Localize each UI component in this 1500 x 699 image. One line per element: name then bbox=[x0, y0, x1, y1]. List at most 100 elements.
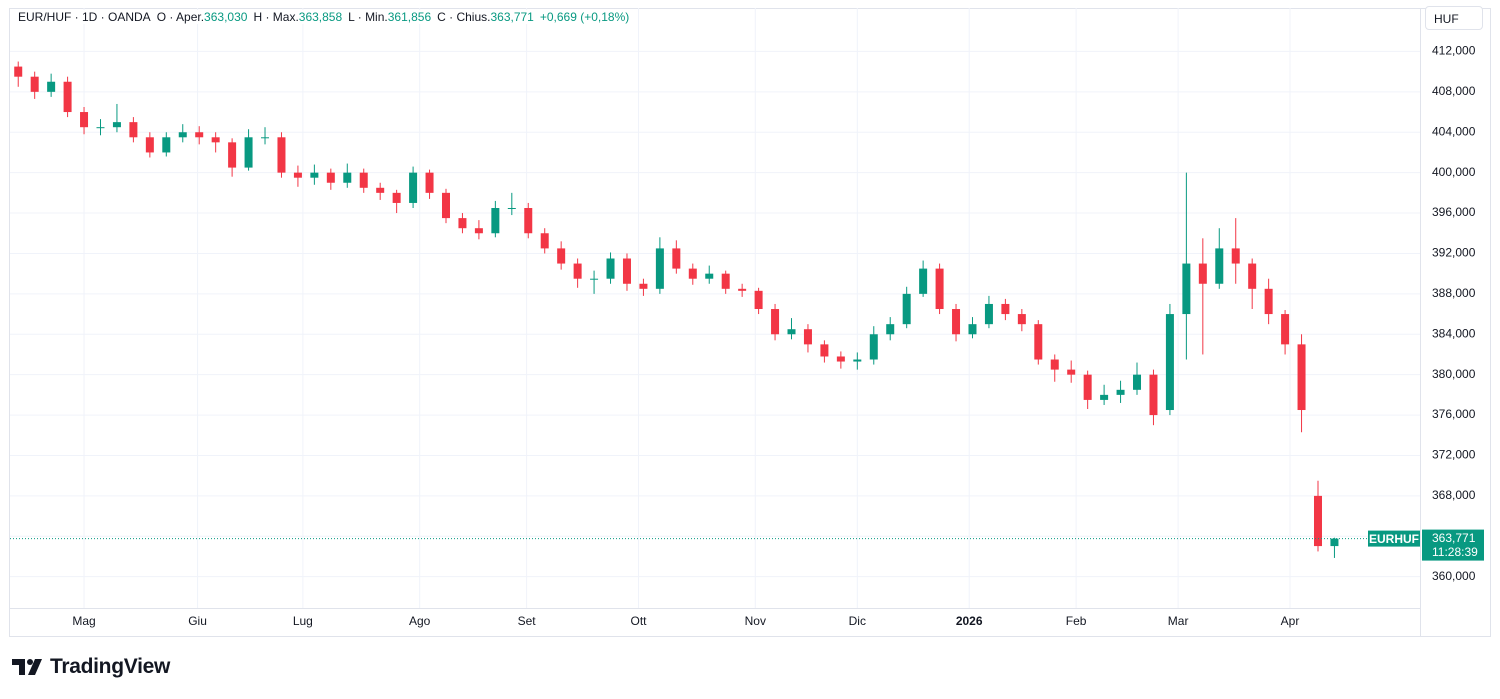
y-tick-label: 384,000 bbox=[1432, 326, 1476, 340]
candle-body bbox=[1231, 248, 1240, 264]
candle-body bbox=[409, 172, 418, 203]
candle-body bbox=[622, 258, 631, 284]
candle-body bbox=[803, 329, 812, 345]
x-tick-label: Giu bbox=[188, 614, 207, 628]
candle-body bbox=[392, 192, 401, 203]
x-tick-label: Ott bbox=[630, 614, 647, 628]
candle-body bbox=[63, 81, 72, 113]
candle-body bbox=[886, 324, 895, 335]
candle-body bbox=[902, 293, 911, 325]
candle-body bbox=[606, 258, 615, 279]
candle-body bbox=[984, 303, 993, 325]
x-tick-label: Dic bbox=[849, 614, 866, 628]
candle-body bbox=[30, 76, 39, 92]
x-tick-label: Nov bbox=[745, 614, 766, 628]
chart-frame bbox=[9, 8, 1491, 637]
price-tag-value: 363,771 bbox=[1432, 531, 1476, 545]
price-tag-symbol-bg bbox=[1368, 530, 1420, 547]
candle-body bbox=[376, 187, 385, 193]
candle-body bbox=[1182, 263, 1191, 315]
candle-body bbox=[1133, 374, 1142, 390]
candle-body bbox=[293, 172, 302, 178]
y-tick-label: 380,000 bbox=[1432, 367, 1476, 381]
candle-body bbox=[359, 172, 368, 188]
low-label: L · Min. bbox=[348, 10, 388, 24]
candle-body bbox=[1330, 538, 1339, 547]
low-value: 361,856 bbox=[387, 10, 432, 24]
y-tick-label: 412,000 bbox=[1432, 44, 1476, 58]
high-label: H · Max. bbox=[253, 10, 299, 24]
y-tick-label: 372,000 bbox=[1432, 448, 1476, 462]
candle-body bbox=[96, 127, 105, 129]
candle-body bbox=[507, 208, 516, 209]
candle-body bbox=[672, 248, 681, 269]
candle-body bbox=[1149, 374, 1158, 416]
candle-body bbox=[458, 218, 467, 229]
candle-body bbox=[836, 356, 845, 362]
candle-body bbox=[474, 228, 483, 234]
candle-body bbox=[1165, 314, 1174, 411]
candle-body bbox=[211, 137, 220, 143]
candle-body bbox=[1264, 288, 1273, 315]
x-tick-label: Mag bbox=[72, 614, 95, 628]
candle-body bbox=[952, 309, 961, 335]
x-tick-label: Ago bbox=[409, 614, 431, 628]
candle-body bbox=[869, 334, 878, 360]
candle-body bbox=[491, 208, 500, 234]
candle-body bbox=[738, 288, 747, 291]
candle-body bbox=[935, 268, 944, 310]
candle-body bbox=[820, 344, 829, 357]
candle-body bbox=[1281, 314, 1290, 345]
candle-body bbox=[310, 172, 319, 178]
candle-body bbox=[590, 278, 599, 280]
open-label: O · Aper. bbox=[156, 10, 205, 24]
y-tick-label: 376,000 bbox=[1432, 407, 1476, 421]
close-value: 363,771 bbox=[490, 10, 534, 24]
candle-body bbox=[1248, 263, 1257, 289]
candle-body bbox=[557, 248, 566, 264]
x-tick-label: Lug bbox=[293, 614, 313, 628]
candle-body bbox=[540, 233, 549, 249]
candle-body bbox=[853, 359, 862, 362]
y-tick-label: 396,000 bbox=[1432, 205, 1476, 219]
candle-body bbox=[1034, 324, 1043, 360]
candle-body bbox=[1297, 344, 1306, 411]
legend: EUR/HUF · 1D · OANDA O · Aper. 363,030 H … bbox=[18, 10, 630, 24]
candle-body bbox=[968, 324, 977, 335]
candle-body bbox=[14, 66, 23, 77]
candle-body bbox=[1050, 359, 1059, 370]
candle-body bbox=[655, 248, 664, 289]
candle-body bbox=[47, 81, 56, 92]
candle-body bbox=[639, 283, 648, 289]
brand: TradingView bbox=[50, 655, 171, 678]
candle-body bbox=[425, 172, 434, 193]
x-tick-label: Feb bbox=[1066, 614, 1087, 628]
candle-body bbox=[1198, 263, 1207, 284]
candle-body bbox=[1017, 314, 1026, 325]
x-tick-label: Apr bbox=[1281, 614, 1300, 628]
candle-body bbox=[721, 273, 730, 289]
candle-body bbox=[145, 137, 154, 153]
x-tick-label: 2026 bbox=[956, 614, 983, 628]
price-tag-bg bbox=[1422, 529, 1484, 561]
candle-body bbox=[754, 290, 763, 310]
candle-body bbox=[162, 137, 171, 153]
candle-body bbox=[1215, 248, 1224, 284]
candle-body bbox=[1116, 389, 1125, 395]
candle-body bbox=[261, 137, 270, 139]
candle-body bbox=[343, 172, 352, 183]
brand-logo bbox=[12, 659, 42, 675]
candle-body bbox=[228, 142, 237, 168]
candle-body bbox=[573, 263, 582, 279]
change: +0,669 (+0,18%) bbox=[539, 10, 630, 24]
candle-body bbox=[178, 132, 187, 138]
close-label: C · Chius. bbox=[437, 10, 491, 24]
y-tick-label: 368,000 bbox=[1432, 488, 1476, 502]
candle-body bbox=[1100, 394, 1109, 400]
open-value: 363,030 bbox=[204, 10, 248, 24]
x-tick-label: Set bbox=[518, 614, 537, 628]
currency-button[interactable]: HUF bbox=[1425, 6, 1483, 30]
candle-body bbox=[524, 208, 533, 234]
